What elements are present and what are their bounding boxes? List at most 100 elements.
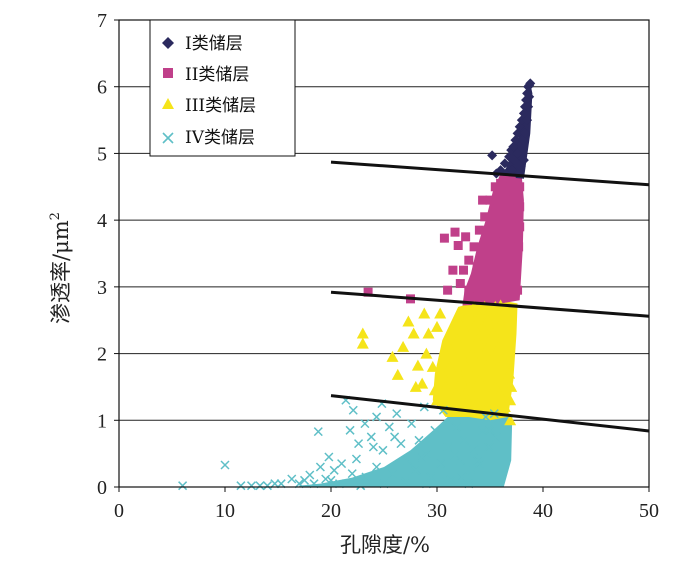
point-s4 xyxy=(484,442,494,452)
legend-label-2: II类储层 xyxy=(185,65,249,85)
boundary-lines xyxy=(330,160,650,433)
y-axis-label-text: 渗透率/μm xyxy=(49,220,73,324)
boundary-line-3 xyxy=(330,394,650,433)
point-s3 xyxy=(468,320,481,332)
x-tick-label: 10 xyxy=(215,500,235,522)
point-s2 xyxy=(509,188,519,198)
point-s4 xyxy=(379,479,389,489)
point-s4 xyxy=(305,470,315,480)
point-s2 xyxy=(498,292,508,302)
point-s4 xyxy=(402,455,412,465)
legend-marker-diamond xyxy=(162,37,174,49)
point-s3 xyxy=(504,414,517,426)
point-s4 xyxy=(262,481,272,491)
point-s4 xyxy=(478,425,488,435)
point-s2 xyxy=(443,285,453,295)
point-s4 xyxy=(372,462,382,472)
x-tick-label: 30 xyxy=(427,500,447,522)
point-s4 xyxy=(236,481,246,491)
point-s3 xyxy=(434,307,447,319)
point-s4 xyxy=(315,462,325,472)
point-s1 xyxy=(518,155,529,166)
point-s2 xyxy=(453,240,463,250)
point-s3 xyxy=(416,377,429,389)
point-s2 xyxy=(515,182,525,192)
point-s1 xyxy=(487,150,498,161)
point-s2 xyxy=(487,242,497,252)
point-s3 xyxy=(498,400,511,412)
point-s3 xyxy=(505,380,518,392)
point-s2 xyxy=(506,228,516,238)
point-s4 xyxy=(443,442,453,452)
y-tick-label: 2 xyxy=(97,344,107,366)
data-points xyxy=(178,78,536,491)
y-tick-label: 3 xyxy=(97,277,107,299)
point-s3 xyxy=(426,360,439,372)
point-s4 xyxy=(390,432,400,442)
y-tick-label: 1 xyxy=(97,410,107,432)
plot-frame xyxy=(118,19,650,488)
point-s3 xyxy=(471,397,484,409)
point-s3 xyxy=(487,327,500,339)
point-s4 xyxy=(337,459,347,469)
point-s4 xyxy=(440,477,451,487)
point-s4 xyxy=(220,460,230,470)
point-s3 xyxy=(431,394,443,406)
point-s3 xyxy=(418,307,431,319)
point-s4 xyxy=(400,477,410,487)
point-s3 xyxy=(476,320,489,332)
point-s4 xyxy=(446,475,456,485)
point-s3 xyxy=(471,334,484,346)
point-s3 xyxy=(473,374,486,386)
point-s4 xyxy=(485,425,495,435)
y-axis-label-superscript: 2 xyxy=(48,212,63,220)
point-s2 xyxy=(501,175,511,185)
point-s4 xyxy=(469,445,479,455)
point-s3 xyxy=(493,387,506,399)
point-s2 xyxy=(485,295,495,305)
legend: I类储层 II类储层 III类储层 IV类储层 xyxy=(149,19,296,157)
point-s2 xyxy=(474,225,484,235)
point-s3 xyxy=(460,360,473,372)
legend-marker-triangle xyxy=(162,98,174,109)
point-s1 xyxy=(525,78,536,89)
point-s3 xyxy=(431,320,443,332)
point-s2 xyxy=(363,287,373,297)
point-s4 xyxy=(246,481,257,491)
point-s3 xyxy=(461,394,474,406)
point-s4 xyxy=(348,405,358,415)
legend-item-4: IV类储层 xyxy=(162,128,255,148)
point-s4 xyxy=(255,481,265,491)
point-s4 xyxy=(356,481,366,491)
point-s4 xyxy=(426,472,436,482)
point-s4 xyxy=(487,419,497,429)
legend-label-1: I类储层 xyxy=(185,34,243,54)
legend-item-1: I类储层 xyxy=(162,34,243,54)
point-s2 xyxy=(496,269,506,279)
x-tick-label: 20 xyxy=(321,500,341,522)
point-s3 xyxy=(409,380,422,392)
point-s3 xyxy=(484,354,496,366)
point-s2 xyxy=(450,227,460,237)
point-s4 xyxy=(351,454,361,464)
point-s3 xyxy=(492,340,505,352)
point-s4 xyxy=(411,465,421,475)
point-s3 xyxy=(397,340,410,352)
x-tick-label: 40 xyxy=(533,500,553,522)
point-s2 xyxy=(504,289,514,299)
point-s2 xyxy=(439,233,449,243)
point-s2 xyxy=(485,195,495,205)
cloud-i xyxy=(502,83,533,179)
point-s3 xyxy=(481,340,494,352)
point-s2 xyxy=(515,202,525,212)
point-s1 xyxy=(507,165,518,176)
point-s1 xyxy=(512,148,523,159)
point-s3 xyxy=(428,384,441,396)
point-s2 xyxy=(448,265,458,275)
point-s3 xyxy=(473,310,486,322)
legend-label-3: III类储层 xyxy=(185,96,256,116)
point-s3 xyxy=(356,327,369,339)
point-s2 xyxy=(490,182,500,192)
point-s3 xyxy=(420,347,433,359)
